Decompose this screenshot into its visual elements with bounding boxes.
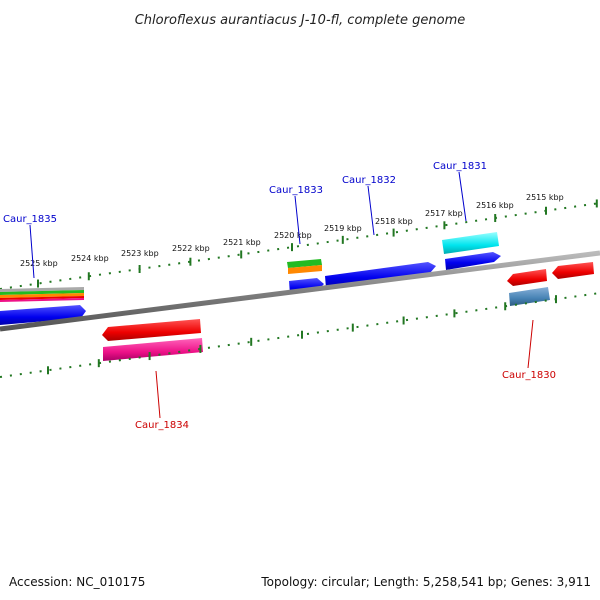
kbp-label-2515: 2515 kbp xyxy=(526,193,564,202)
accession-text: Accession: NC_010175 xyxy=(9,575,145,589)
kbp-label-2523: 2523 kbp xyxy=(121,249,159,258)
forward-strand-genes xyxy=(0,232,501,325)
gene-bar-green-1833[interactable] xyxy=(287,259,322,268)
gene-bar-orange-left[interactable] xyxy=(0,293,84,298)
kbp-label-2518: 2518 kbp xyxy=(375,217,413,226)
kbp-label-2522: 2522 kbp xyxy=(172,244,210,253)
inner-scale-ticks xyxy=(47,295,557,375)
gene-caur-1832[interactable] xyxy=(325,262,436,288)
kbp-label-2516: 2516 kbp xyxy=(476,201,514,210)
gene-label-caur-1834[interactable]: Caur_1834 xyxy=(135,420,189,431)
gene-bar-red-left[interactable] xyxy=(0,296,84,300)
outer-scale-ticks xyxy=(37,199,598,288)
gene-labels: Caur_1835 Caur_1833 Caur_1832 Caur_1831 … xyxy=(3,161,556,431)
gene-caur-1830-red-1[interactable] xyxy=(507,269,547,286)
kbp-label-2524: 2524 kbp xyxy=(71,254,109,263)
inner-scale xyxy=(0,292,600,378)
gene-label-caur-1833[interactable]: Caur_1833 xyxy=(269,185,323,196)
gene-caur-1830-red-2[interactable] xyxy=(552,262,594,279)
gene-bar-magenta-left[interactable] xyxy=(0,298,84,302)
gene-label-caur-1835[interactable]: Caur_1835 xyxy=(3,214,57,225)
gene-caur-1831[interactable] xyxy=(445,252,501,270)
genome-summary-text: Topology: circular; Length: 5,258,541 bp… xyxy=(260,575,591,589)
gene-bar-orange-1833[interactable] xyxy=(288,265,322,274)
callout-line-caur-1831 xyxy=(458,171,467,222)
gene-bar-green-left[interactable] xyxy=(0,290,84,295)
callout-line-caur-1835 xyxy=(29,224,35,279)
callout-line-caur-1833 xyxy=(294,195,301,245)
gene-label-caur-1831[interactable]: Caur_1831 xyxy=(433,161,487,172)
kbp-label-2521: 2521 kbp xyxy=(223,238,261,247)
kbp-labels: 2525 kbp 2524 kbp 2523 kbp 2522 kbp 2521… xyxy=(20,193,564,268)
kbp-label-2517: 2517 kbp xyxy=(425,209,463,218)
genome-backbone xyxy=(0,250,600,332)
gene-label-caur-1832[interactable]: Caur_1832 xyxy=(342,175,396,186)
inner-scale-dots xyxy=(0,292,600,378)
kbp-label-2519: 2519 kbp xyxy=(324,224,362,233)
gene-caur-1834[interactable] xyxy=(103,338,203,361)
gene-caur-1835[interactable] xyxy=(0,305,86,325)
outer-scale xyxy=(0,199,600,290)
callout-line-caur-1830 xyxy=(527,319,534,369)
gene-label-caur-1830[interactable]: Caur_1830 xyxy=(502,370,556,381)
callout-line-caur-1832 xyxy=(367,185,375,236)
kbp-label-2525: 2525 kbp xyxy=(20,259,58,268)
map-title: Chloroflexus aurantiacus J-10-fl, comple… xyxy=(135,13,466,28)
kbp-label-2520: 2520 kbp xyxy=(274,231,312,240)
gene-bar-gray[interactable] xyxy=(0,287,84,292)
callout-line-caur-1834 xyxy=(155,370,161,419)
gene-callout-lines xyxy=(29,171,534,419)
reverse-strand-genes xyxy=(102,262,594,361)
outer-scale-dots xyxy=(0,202,600,290)
gene-caur-1831-cyan[interactable] xyxy=(442,232,499,254)
gene-caur-1830[interactable] xyxy=(509,287,550,306)
gene-caur-1834-red[interactable] xyxy=(102,319,201,341)
